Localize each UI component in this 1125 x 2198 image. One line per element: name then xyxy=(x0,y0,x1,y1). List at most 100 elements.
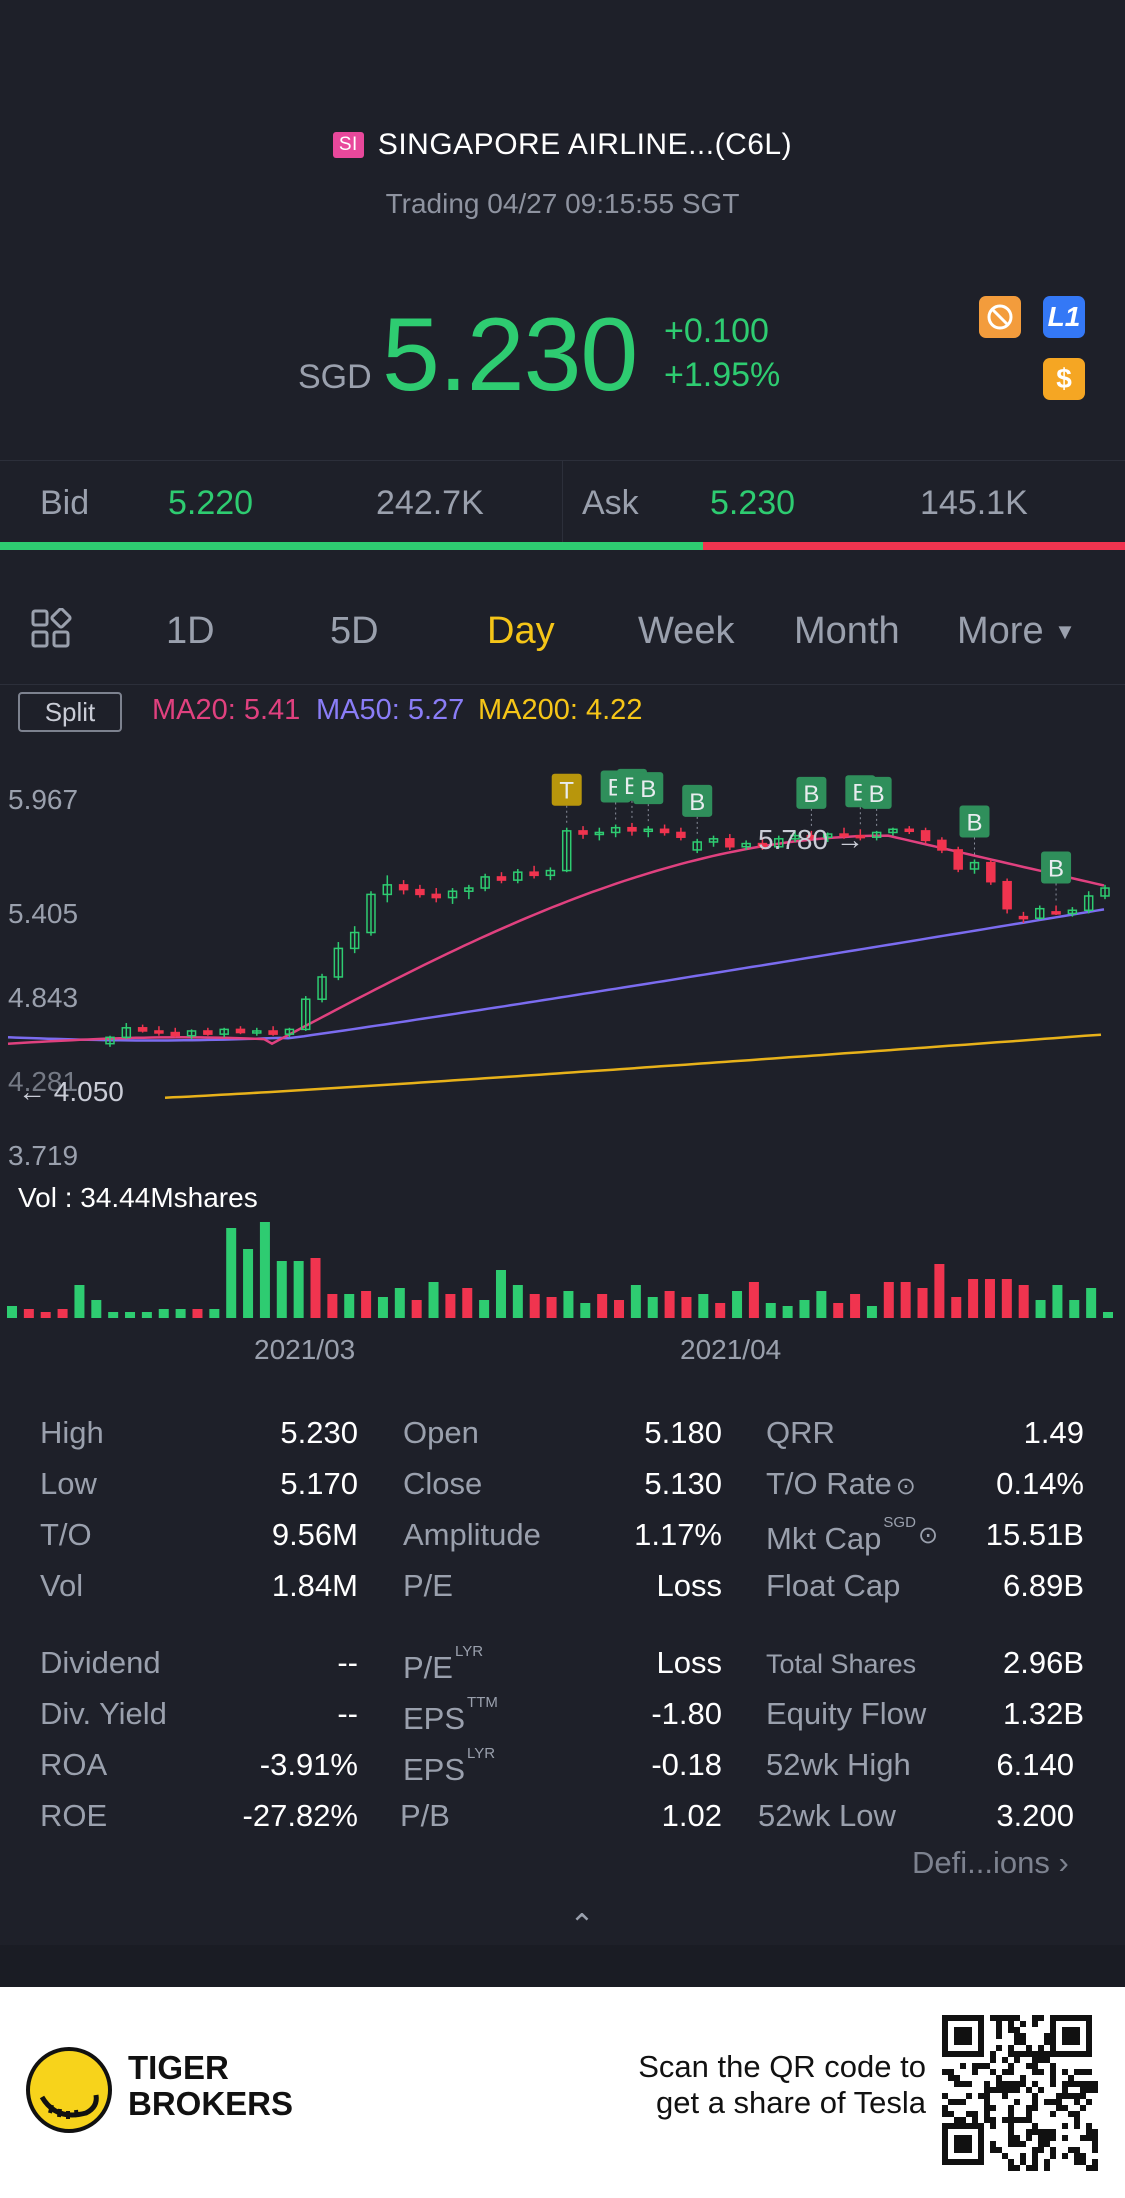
tab-week[interactable]: Week xyxy=(638,610,735,652)
qr-module xyxy=(960,2099,966,2105)
qr-module xyxy=(1068,2081,1074,2087)
volume-bar xyxy=(125,1312,136,1318)
qr-module xyxy=(966,2081,972,2087)
qr-module xyxy=(1020,2021,1026,2027)
qr-module xyxy=(1032,2051,1038,2057)
tab-day[interactable]: Day xyxy=(487,610,555,652)
qr-module xyxy=(1062,2093,1068,2099)
info-icon[interactable]: ⊙ xyxy=(917,1522,939,1549)
stock-title[interactable]: SI SINGAPORE AIRLINE...(C6L) xyxy=(0,128,1125,162)
qr-module xyxy=(960,2063,966,2069)
qr-module xyxy=(1050,2129,1056,2135)
level1-icon[interactable]: L1 xyxy=(1043,296,1085,338)
candle-body xyxy=(1035,907,1045,919)
volume-bar xyxy=(479,1300,490,1318)
tab-5d[interactable]: 5D xyxy=(330,610,379,652)
qr-module xyxy=(996,2075,1002,2081)
stat-value: Loss xyxy=(656,1568,722,1603)
high-marker-value: 5.780 xyxy=(758,824,829,855)
qr-module xyxy=(1008,2135,1014,2141)
no-short-icon[interactable] xyxy=(979,296,1021,338)
trading-status: Trading 04/27 09:15:55 SGT xyxy=(385,188,740,219)
qr-module xyxy=(1092,2165,1098,2171)
qr-module xyxy=(1050,2081,1056,2087)
tab-1d[interactable]: 1D xyxy=(166,610,215,652)
qr-module xyxy=(1068,2075,1074,2081)
qr-module xyxy=(948,2111,954,2117)
volume-bar xyxy=(883,1282,894,1318)
candle-body xyxy=(170,1031,180,1037)
qr-module xyxy=(1014,2165,1020,2171)
qr-module xyxy=(1038,2051,1044,2057)
qr-module xyxy=(1008,2063,1014,2069)
qr-module xyxy=(1044,2099,1050,2105)
candle-body xyxy=(643,828,654,833)
dollar-icon[interactable]: $ xyxy=(1043,358,1085,400)
qr-module xyxy=(1038,2147,1044,2153)
qr-module xyxy=(1008,2117,1014,2123)
candle-body xyxy=(447,890,458,899)
tabs-divider xyxy=(0,684,1125,685)
quote-header: SI SINGAPORE AIRLINE...(C6L) Trading 04/2… xyxy=(0,0,1125,460)
ask-label: Ask xyxy=(582,484,639,522)
candle-body xyxy=(839,833,849,837)
volume-bar xyxy=(7,1306,17,1318)
qr-module xyxy=(1050,2099,1056,2105)
candle-body xyxy=(431,893,441,899)
trade-marker-label: B xyxy=(803,781,819,808)
qr-module xyxy=(972,2069,978,2075)
qr-module xyxy=(1044,2033,1050,2039)
stat-value: 5.170 xyxy=(280,1466,358,1501)
chevron-up-icon[interactable]: ⌃ xyxy=(569,1909,595,1942)
stat-value: 1.17% xyxy=(634,1517,722,1552)
qr-module xyxy=(1044,2057,1050,2063)
candle-body xyxy=(741,842,751,848)
qr-module xyxy=(996,2087,1002,2093)
qr-module xyxy=(1008,2021,1014,2027)
qr-module xyxy=(1032,2069,1038,2075)
brand-name-line1: TIGER xyxy=(128,2049,229,2086)
stat-label-to-rate[interactable]: T/O Rate ⊙ xyxy=(766,1466,916,1502)
bid-label: Bid xyxy=(40,484,90,522)
chevron-down-icon: ▼ xyxy=(1054,619,1076,644)
tiger-logo-icon xyxy=(26,2047,112,2138)
qr-module xyxy=(960,2117,966,2123)
x-tick-label: 2021/03 xyxy=(254,1334,356,1365)
volume-bar xyxy=(226,1228,237,1318)
y-tick-label: 3.719 xyxy=(8,1140,79,1171)
info-icon[interactable]: ⊙ xyxy=(895,1473,916,1500)
volume-bar xyxy=(1069,1300,1080,1318)
qr-module xyxy=(1020,2153,1026,2159)
qr-module xyxy=(1026,2117,1032,2123)
qr-module xyxy=(996,2033,1002,2039)
qr-module xyxy=(954,2075,960,2081)
candle-body xyxy=(822,833,833,838)
candle-body xyxy=(1051,911,1061,915)
qr-module xyxy=(1002,2015,1008,2021)
ma50-label: MA50: 5.27 xyxy=(316,694,465,726)
qr-module xyxy=(996,2147,1002,2153)
stat-value: -- xyxy=(337,1645,358,1680)
qr-code-icon xyxy=(942,2015,1098,2171)
qr-module xyxy=(1002,2081,1008,2087)
qr-module xyxy=(1026,2111,1032,2117)
qr-module xyxy=(1062,2123,1068,2129)
tab-month[interactable]: Month xyxy=(794,610,900,652)
stat-label-mkt-cap[interactable]: Mkt Cap SGD⊙ xyxy=(766,1514,939,1557)
qr-module xyxy=(1014,2033,1020,2039)
split-button[interactable]: Split xyxy=(18,692,122,732)
bid-ask-divider xyxy=(562,460,563,542)
volume-bar xyxy=(732,1291,743,1318)
qr-module xyxy=(1026,2165,1032,2171)
stat-label: High xyxy=(40,1415,104,1450)
tab-more[interactable]: More ▼ xyxy=(957,610,1076,653)
definitions-link[interactable]: Defi...ions › xyxy=(912,1845,1069,1881)
qr-module xyxy=(996,2015,1002,2021)
layout-grid-icon[interactable] xyxy=(30,607,72,660)
qr-module xyxy=(1008,2087,1014,2093)
candle-body xyxy=(986,861,996,883)
stat-label-eps-ttm: EPS TTM xyxy=(403,1694,498,1737)
trade-marker-badge xyxy=(1041,851,1072,884)
ask-size: 145.1K xyxy=(920,484,1028,522)
